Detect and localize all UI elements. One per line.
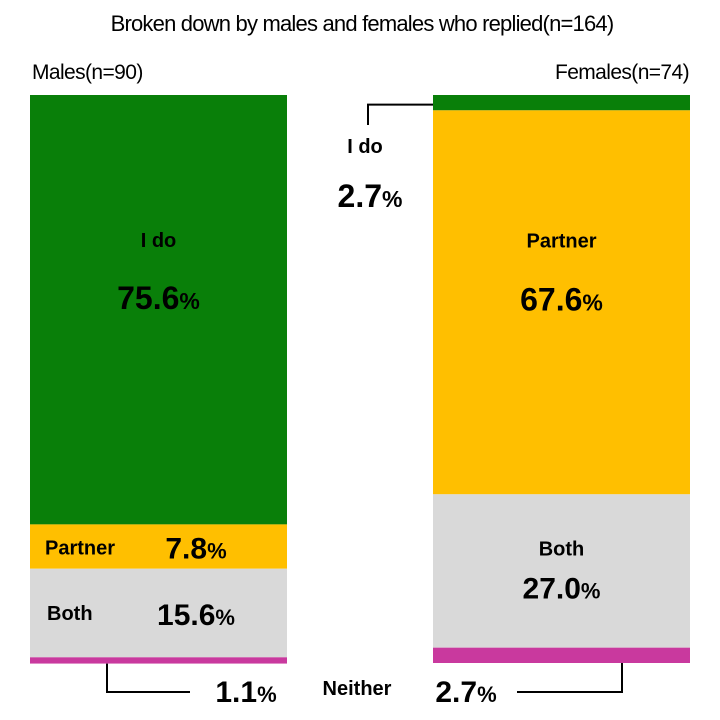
females-both-value: 27.0% <box>523 572 601 605</box>
females-name: Females <box>555 61 631 84</box>
chart-title-n: (n=164) <box>543 11 614 36</box>
neither-series-name: Neither <box>323 678 392 700</box>
males-name: Males <box>32 61 85 84</box>
females-neither-value: 2.7% <box>435 676 496 709</box>
males-i-do-value: 75.6% <box>117 280 200 316</box>
females-both-name: Both <box>539 538 585 560</box>
males-partner-value: 7.8% <box>165 533 226 566</box>
males-both-name: Both <box>47 603 93 625</box>
males-partner-name: Partner <box>45 538 115 560</box>
bar-segment-females-neither <box>433 647 690 663</box>
labels-layer: I do 75.6% Partner 7.8% Both 15.6% Partner 67.6… <box>45 103 623 709</box>
bar-segment-females-both <box>433 494 690 648</box>
females-n: (n=74) <box>631 61 689 84</box>
bar-segment-females-i-do <box>433 95 690 111</box>
bar-segment-males-neither <box>30 657 287 664</box>
females-i-do-leader-line <box>367 103 433 125</box>
bar-segment-males-both <box>30 568 287 658</box>
females-bar-label: Females(n=74) <box>555 61 689 84</box>
males-both-value: 15.6% <box>157 599 235 632</box>
bars-layer <box>30 95 690 664</box>
females-i-do-name: I do <box>347 136 383 158</box>
males-neither-leader-line <box>106 663 190 693</box>
females-partner-value: 67.6% <box>520 281 603 317</box>
bar-segment-males-partner <box>30 524 287 569</box>
bar-segment-females-partner <box>433 110 690 495</box>
bar-segment-males-i-do <box>30 95 287 525</box>
males-i-do-name: I do <box>141 230 177 252</box>
females-neither-leader-line <box>517 663 623 693</box>
males-bar-label: Males(n=90) <box>32 61 143 84</box>
chart-title: Broken down by males and females who rep… <box>111 11 614 36</box>
females-partner-name: Partner <box>526 230 596 252</box>
males-n: (n=90) <box>85 61 143 84</box>
chart-title-text: Broken down by males and females who rep… <box>111 11 543 36</box>
males-neither-value: 1.1% <box>215 676 276 709</box>
females-i-do-value: 2.7% <box>338 178 403 214</box>
